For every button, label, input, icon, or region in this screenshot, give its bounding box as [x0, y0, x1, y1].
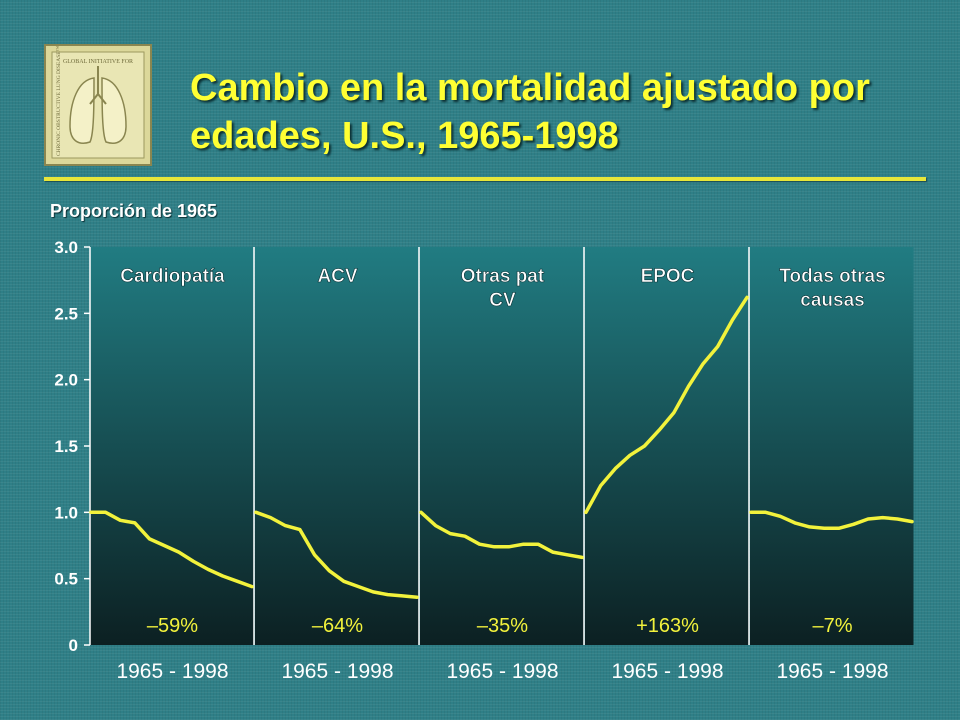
logo-text-side: CHRONIC OBSTRUCTIVE LUNG DISEASE™ — [56, 45, 62, 156]
page-title: Cambio en la mortalidad ajustado por eda… — [190, 67, 870, 157]
title-underline — [44, 177, 926, 181]
panel-4 — [750, 247, 914, 645]
y-tick-label: 2.5 — [54, 304, 78, 323]
y-tick-label: 0.5 — [54, 570, 78, 589]
panel-0 — [90, 247, 254, 645]
series-line-1 — [254, 510, 419, 599]
change-label-3: +163% — [636, 615, 699, 637]
panel-3 — [585, 247, 749, 645]
change-label-2: –35% — [477, 615, 528, 637]
panel-title-4: Todas otras causas — [779, 266, 885, 311]
panel-1 — [255, 247, 419, 645]
panel-title-1: ACV — [317, 266, 357, 287]
logo-text-top: GLOBAL INITIATIVE FOR — [63, 59, 133, 65]
x-axis-label-4: 1965 - 1998 — [776, 660, 888, 683]
x-axis-label-2: 1965 - 1998 — [446, 660, 558, 683]
x-axis-label-0: 1965 - 1998 — [116, 660, 228, 683]
series-line-2 — [419, 510, 584, 560]
x-axis-label-1: 1965 - 1998 — [281, 660, 393, 683]
y-tick-label: 0 — [69, 636, 78, 655]
y-axis-label: Proporción de 1965 — [50, 201, 218, 221]
panel-2 — [420, 247, 584, 645]
y-tick-label: 1.0 — [54, 503, 78, 522]
gold-logo: GLOBAL INITIATIVE FOR CHRONIC OBSTRUCTIV… — [44, 44, 152, 166]
y-tick-label: 3.0 — [54, 238, 78, 257]
y-tick-label: 1.5 — [54, 437, 78, 456]
panel-title-3: EPOC — [641, 266, 695, 287]
panel-title-2: Otras pat CV — [461, 266, 545, 311]
series-line-3 — [584, 295, 749, 515]
x-axis-label-3: 1965 - 1998 — [611, 660, 723, 683]
series-line-4 — [749, 510, 914, 531]
panel-title-0: Cardiopatía — [120, 266, 225, 287]
y-tick-label: 2.0 — [54, 371, 78, 390]
series-line-0 — [89, 510, 254, 589]
change-label-0: –59% — [147, 615, 198, 637]
change-label-4: –7% — [812, 615, 852, 637]
change-label-1: –64% — [312, 615, 363, 637]
